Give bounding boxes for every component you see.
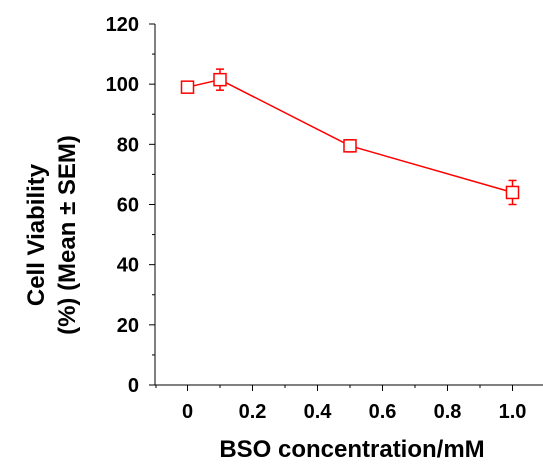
axes xyxy=(154,24,543,386)
x-tick-label: 0 xyxy=(182,401,193,423)
y-tick-label: 120 xyxy=(106,14,139,36)
x-tick-label: 0.8 xyxy=(434,401,462,423)
x-tick-label: 0.6 xyxy=(369,401,397,423)
y-tick-label: 20 xyxy=(117,315,139,337)
data-point-marker xyxy=(213,72,227,87)
series-line xyxy=(187,78,513,194)
x-tick-label: 1.0 xyxy=(499,401,527,423)
ticks: 0 20 40 60 80 100 120 0 0.2 0.4 0.6 0.8 1.0 xyxy=(106,14,527,423)
y-tick-label: 40 xyxy=(117,255,139,277)
y-tick-label: 60 xyxy=(117,195,139,217)
y-axis-title-line-1: Cell Viability xyxy=(23,163,50,306)
data-series xyxy=(180,68,520,206)
data-point-marker xyxy=(180,80,195,94)
y-tick-label: 0 xyxy=(128,375,139,397)
x-tick-label: 0.2 xyxy=(239,401,267,423)
y-tick-label: 80 xyxy=(117,134,139,156)
data-point-marker xyxy=(505,185,520,200)
data-point-marker xyxy=(343,139,357,153)
x-axis-title: BSO concentration/mM xyxy=(219,436,484,463)
y-axis-title-line-2: (%) (Mean ± SEM) xyxy=(54,135,81,335)
x-tick-label: 0.4 xyxy=(304,401,333,423)
y-tick-label: 100 xyxy=(106,74,139,96)
